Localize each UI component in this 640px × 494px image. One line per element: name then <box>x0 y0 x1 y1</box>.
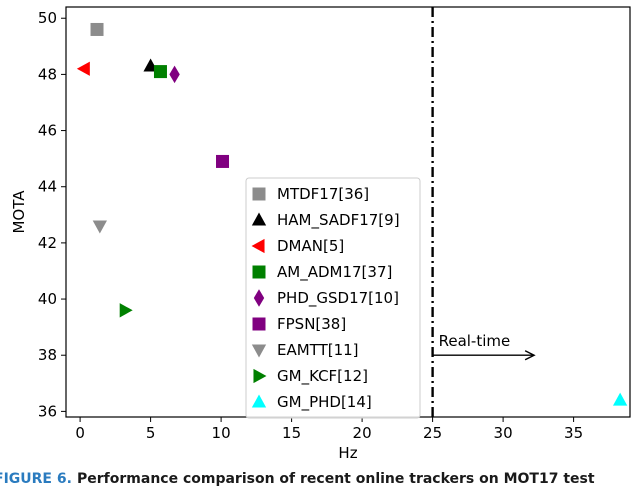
legend-label: HAM_SADF17[9] <box>277 211 400 230</box>
legend-label: DMAN[5] <box>277 237 344 255</box>
x-axis-label: Hz <box>338 444 357 462</box>
data-point <box>169 65 180 84</box>
x-tick-label: 25 <box>423 424 442 442</box>
legend-label: GM_KCF[12] <box>277 367 368 386</box>
realtime-arrow-head <box>524 350 536 361</box>
data-point <box>76 61 90 76</box>
data-point <box>119 303 133 318</box>
legend-marker <box>253 289 265 307</box>
legend-label: FPSN[38] <box>277 315 346 333</box>
y-tick-label: 36 <box>38 402 57 420</box>
x-tick-label: 15 <box>282 424 301 442</box>
scatter-chart: 0 5 10 15 20 25 30 35 36 38 40 42 44 46 48 50 Real-time… <box>10 6 631 462</box>
legend-marker <box>251 344 267 358</box>
legend: MTDF17[36] HAM_SADF17[9] DMAN[5] AM_ADM17[3… <box>245 177 421 419</box>
y-tick-label: 40 <box>38 290 57 308</box>
data-point <box>90 22 104 36</box>
figure-caption: FIGURE 6. Performance comparison of rece… <box>0 466 640 494</box>
legend-label: AM_ADM17[37] <box>277 263 392 282</box>
legend-frame <box>245 177 421 419</box>
y-tick-label: 44 <box>38 178 57 196</box>
x-tick-label: 20 <box>353 424 372 442</box>
data-point <box>216 154 230 168</box>
y-tick-label: 46 <box>38 122 57 140</box>
legend-marker <box>253 368 267 384</box>
x-tick-label: 30 <box>494 424 513 442</box>
legend-label: GM_PHD[14] <box>277 393 372 412</box>
points-layer <box>76 22 628 406</box>
x-tick-label: 0 <box>75 424 85 442</box>
y-tick-label: 50 <box>38 9 57 27</box>
axes-layer: 0 5 10 15 20 25 30 35 36 38 40 42 44 46 48 50 <box>38 9 583 442</box>
annotation-layer: Real-time <box>432 332 536 361</box>
legend-marker <box>252 317 266 331</box>
data-point <box>92 220 107 234</box>
legend-marker <box>252 265 266 279</box>
legend-marker <box>251 394 267 408</box>
legend-label: PHD_GSD17[10] <box>277 289 399 308</box>
realtime-annotation-label: Real-time <box>439 332 511 350</box>
legend-label: EAMTT[11] <box>277 341 359 359</box>
legend-label: MTDF17[36] <box>277 185 369 203</box>
y-tick-label: 48 <box>38 65 57 83</box>
x-tick-label: 35 <box>564 424 583 442</box>
data-point <box>153 65 167 79</box>
caption-lead: FIGURE 6. <box>0 471 72 487</box>
y-tick-label: 38 <box>38 346 57 364</box>
legend-marker <box>251 238 265 254</box>
legend-marker <box>251 212 267 226</box>
x-tick-label: 5 <box>146 424 156 442</box>
caption-text: Performance comparison of recent online … <box>77 471 595 487</box>
x-tick-label: 10 <box>212 424 231 442</box>
y-tick-label: 42 <box>38 234 57 252</box>
data-point <box>612 392 628 406</box>
legend-marker <box>252 187 266 201</box>
y-axis-label: MOTA <box>10 190 28 234</box>
